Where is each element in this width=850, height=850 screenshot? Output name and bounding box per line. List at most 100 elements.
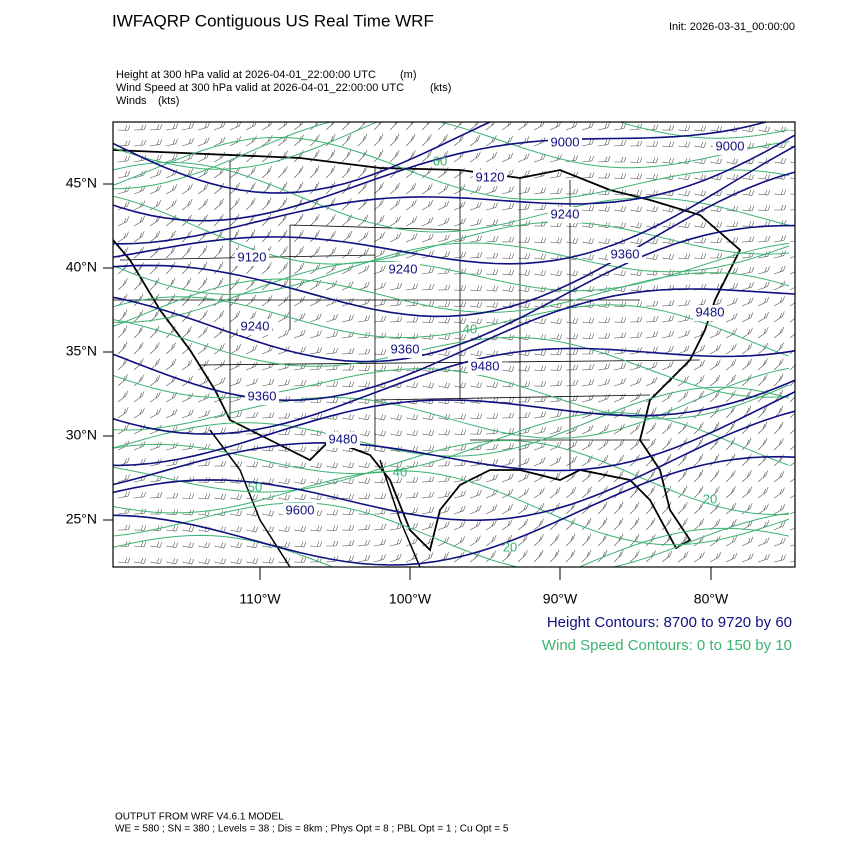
wind-barb [597,139,611,147]
wind-barb [293,122,304,131]
wind-barb [581,155,595,163]
wind-barb [165,277,176,291]
wind-barb [373,508,387,515]
wind-barb [709,535,721,547]
wind-barb [357,477,371,484]
wind-barb [597,332,611,339]
wind-barb [133,124,147,131]
wind-barb [645,238,659,245]
wind-barb [693,237,707,244]
wind-barb [357,524,371,531]
wind-barb [581,533,592,547]
wind-barb [277,246,288,259]
lon-label: 100°W [389,591,432,607]
wind-barb [757,296,770,307]
wind-barb [197,277,208,291]
wind-barb [293,557,307,563]
wind-barb [357,462,371,469]
wind-barb [229,411,243,419]
wind-barb [117,140,131,147]
wind-barb [469,489,482,499]
wind-barb [389,299,403,307]
wind-barb [709,518,721,531]
field-name: Height at 300 hPa valid at 2026-04-01_22… [116,69,376,81]
wind-barb [405,537,418,547]
wind-barb [645,361,658,371]
wind-barb [613,377,626,387]
wind-barb [501,519,513,531]
wind-barb [389,215,401,227]
height-label: 9240 [551,206,580,221]
wind-barb [773,296,785,307]
wind-barb [741,266,755,275]
wind-barb [741,221,755,227]
wind-barb [725,297,738,307]
label-bg [245,389,279,405]
wind-barb [501,285,515,292]
boundaries [113,149,742,567]
wind-barb [565,379,579,387]
wind-barb [789,428,795,435]
wind-barb [757,373,768,387]
wind-barb [581,440,593,451]
wind-barb [693,141,707,148]
wind-barb [533,396,547,403]
wind-barb [117,231,129,243]
wind-barb [725,236,739,243]
wind-barb [613,301,627,308]
wind-barb [165,342,176,355]
wind-barb [773,504,786,515]
wind-barb [629,331,643,339]
wind-barb [389,182,400,195]
wind-barb [741,312,754,323]
wind-barb [437,491,451,499]
wind-barb [773,438,784,451]
wind-barb [421,552,434,563]
wind-barb [517,286,531,293]
wind-barb [549,456,562,467]
wind-barb [357,181,368,195]
wind-barb [165,153,178,163]
wind-barb [373,133,384,147]
wind-contours [113,122,790,567]
wind-barb [149,508,163,515]
wind-barb [773,311,785,323]
wind-barb [277,462,291,469]
wind-barb [389,430,403,437]
wind-barb [613,173,627,179]
wind-barb [661,253,675,260]
wind-barb [677,518,688,531]
wind-barb [309,296,322,307]
wind-contour [113,122,790,170]
wind-barb [629,550,640,563]
wind-barb [485,301,499,308]
height-contour [113,347,795,435]
wind-barb [149,230,161,243]
wind-barb [485,443,499,451]
map-frame [112,121,796,568]
height-contour [113,224,795,363]
wind-barb [661,330,675,339]
wind-barb [757,486,769,499]
wind-barb [501,236,515,243]
title: IWFAQRP Contiguous US Real Time WRF [112,11,434,30]
wind-barb [789,302,795,307]
wind-barb [165,509,179,515]
wind-barb [757,189,771,196]
wind-barb [245,135,257,147]
wind-barb [453,334,467,341]
wind-barb [133,215,145,227]
wind-barb [341,414,355,421]
wind-barb [629,285,643,292]
wind-barb [149,342,160,355]
wind-barb [149,309,160,323]
wind-barb [117,541,131,547]
wind-barb [789,560,795,563]
wind-barb [597,189,611,196]
wind-barb [709,502,720,515]
wind-barb [485,428,499,435]
wind-barb [357,365,371,371]
wind-barb [165,442,178,451]
wind-barb [149,358,160,371]
wind-barb [565,122,578,131]
